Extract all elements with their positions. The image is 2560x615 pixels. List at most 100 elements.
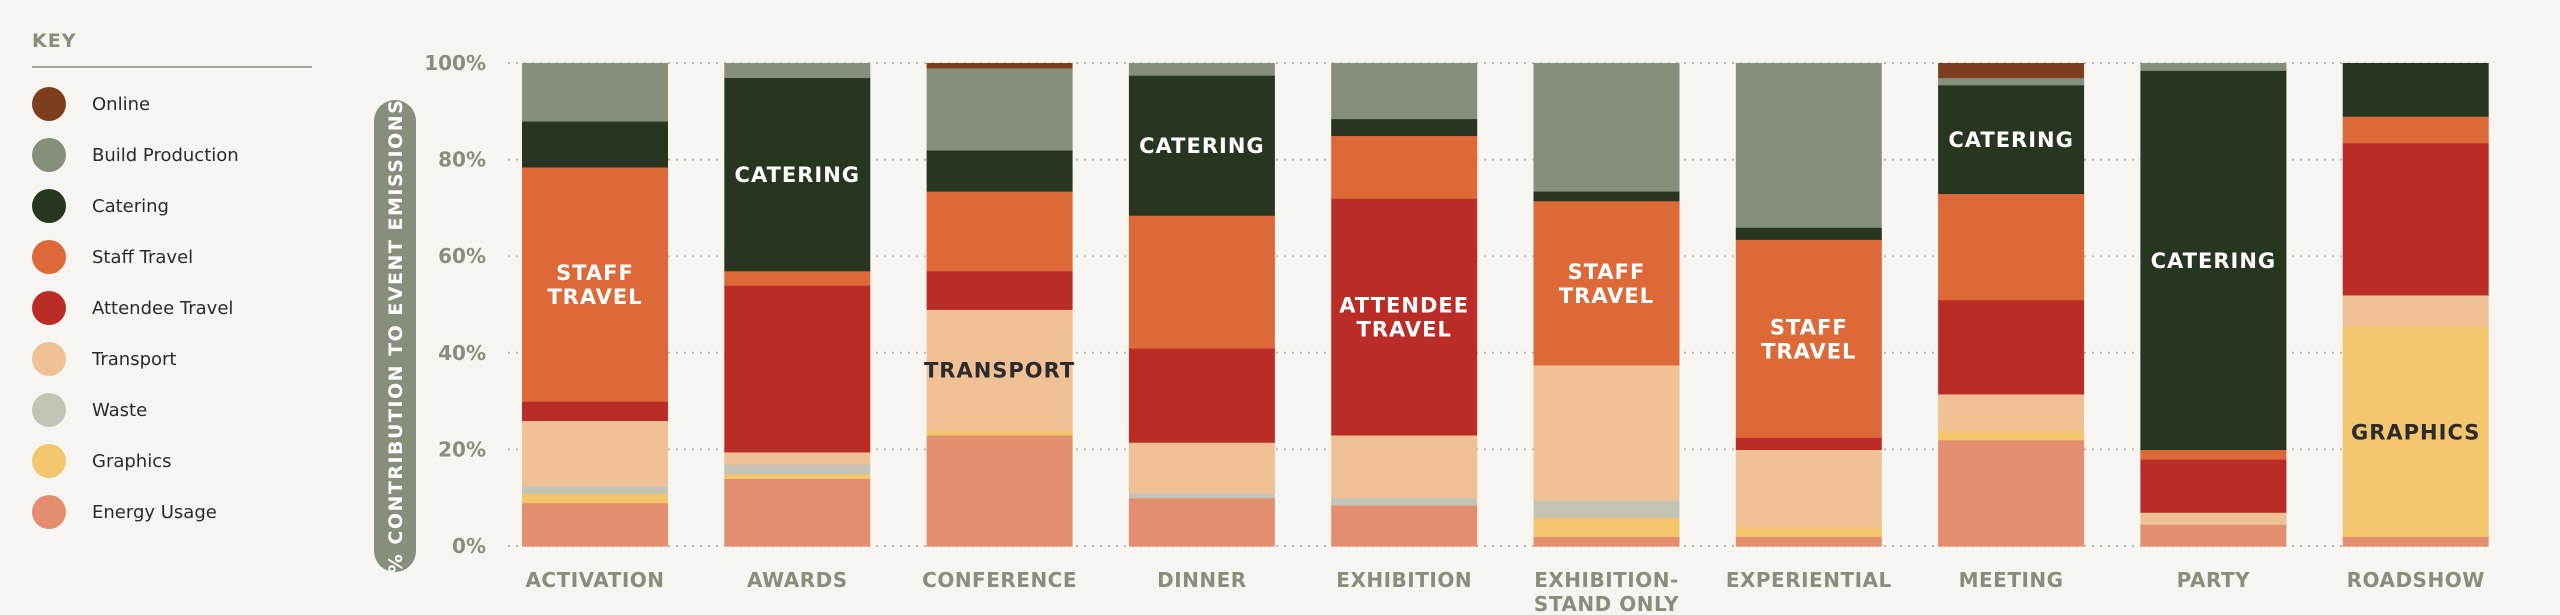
bar-segment bbox=[1533, 536, 1680, 547]
segment-label: CATERING bbox=[735, 163, 861, 187]
bar-segment bbox=[2140, 449, 2287, 460]
legend-swatch bbox=[32, 393, 66, 427]
x-tick-label: EXHIBITION bbox=[1336, 568, 1472, 592]
x-tick-label: STAND ONLY bbox=[1534, 592, 1679, 615]
bar-segment bbox=[1735, 449, 1882, 528]
segment-label: TRANSPORT bbox=[924, 359, 1075, 383]
legend-label: Online bbox=[92, 93, 151, 115]
x-tick-label: EXHIBITION- bbox=[1534, 568, 1679, 592]
segment-label: TRAVEL bbox=[1559, 284, 1654, 308]
bar-segment bbox=[724, 473, 871, 479]
legend-item: Energy Usage bbox=[32, 495, 217, 529]
segment-label: CATERING bbox=[2151, 249, 2277, 273]
y-tick-label: 80% bbox=[438, 148, 486, 172]
bar-segment bbox=[1331, 497, 1478, 506]
bar-segment bbox=[522, 63, 668, 122]
bar-segment bbox=[2140, 512, 2287, 525]
legend-label: Transport bbox=[92, 348, 177, 370]
segment-label: TRAVEL bbox=[1761, 339, 1856, 363]
x-tick-label: MEETING bbox=[1959, 568, 2064, 592]
bar-segment bbox=[1128, 63, 1275, 76]
y-axis-label-pill bbox=[374, 100, 416, 572]
legend-label: Waste bbox=[92, 399, 148, 421]
legend-label: Catering bbox=[92, 195, 169, 217]
x-tick-label: EXPERIENTIAL bbox=[1726, 568, 1892, 592]
legend-label: Energy Usage bbox=[92, 501, 217, 523]
legend-item: Transport bbox=[32, 342, 176, 376]
bar-segment bbox=[522, 492, 668, 504]
bar-segment bbox=[724, 463, 871, 475]
legend-item: Catering bbox=[32, 189, 169, 223]
legend-item: Graphics bbox=[32, 444, 172, 478]
bar-segment bbox=[1533, 364, 1680, 501]
x-tick-label: ROADSHOW bbox=[2347, 568, 2485, 592]
segment-label: STAFF bbox=[1770, 315, 1848, 339]
bar-segment bbox=[2140, 459, 2287, 513]
bar-segment bbox=[724, 270, 871, 286]
legend-item: Attendee Travel bbox=[32, 291, 233, 325]
segment-label: GRAPHICS bbox=[2351, 420, 2480, 444]
bar-segment bbox=[2140, 524, 2287, 547]
bar-segment bbox=[522, 120, 668, 168]
bar-segment bbox=[1533, 500, 1680, 518]
bar-segment bbox=[1533, 517, 1680, 537]
bar-segment bbox=[1128, 347, 1275, 443]
x-tick-label: ACTIVATION bbox=[525, 568, 664, 592]
x-tick-label: DINNER bbox=[1157, 568, 1247, 592]
legend-swatch bbox=[32, 240, 66, 274]
bar-segment bbox=[522, 166, 668, 402]
bar-segment bbox=[1533, 200, 1680, 366]
y-axis-label: % CONTRIBUTION TO EVENT EMISSIONS bbox=[385, 99, 407, 574]
bar-segment bbox=[926, 309, 1073, 431]
bar-segment bbox=[1938, 77, 2085, 86]
bar-segment bbox=[1128, 497, 1275, 547]
bar-segment bbox=[522, 401, 668, 422]
bar-segment bbox=[1938, 63, 2085, 79]
bar-segment bbox=[926, 434, 1073, 547]
segment-label: TRAVEL bbox=[547, 285, 642, 309]
y-tick-label: 60% bbox=[438, 244, 486, 268]
bar-segment bbox=[1938, 430, 2085, 441]
bar-segment bbox=[1331, 63, 1478, 120]
legend-label: Staff Travel bbox=[92, 246, 194, 268]
bar-segment bbox=[1533, 63, 1680, 192]
bar-segment bbox=[522, 502, 668, 547]
legend: KEY Online Build Production Catering Staff … bbox=[32, 30, 312, 529]
bar-segment bbox=[2342, 326, 2489, 537]
bar-segment bbox=[1128, 215, 1275, 349]
legend-swatch bbox=[32, 291, 66, 325]
bar-segment bbox=[522, 420, 668, 487]
bar-segment bbox=[926, 63, 1073, 69]
legend-swatch bbox=[32, 495, 66, 529]
bar-segment bbox=[1938, 193, 2085, 301]
bar-segment bbox=[1938, 299, 2085, 395]
y-tick-label: 20% bbox=[438, 437, 486, 461]
bar-segment bbox=[926, 149, 1073, 192]
bar-segment bbox=[926, 430, 1073, 436]
x-tick-label: CONFERENCE bbox=[922, 568, 1077, 592]
y-tick-label: 0% bbox=[452, 534, 486, 558]
bar-segment bbox=[724, 63, 871, 79]
legend-title: KEY bbox=[32, 30, 312, 68]
legend-item: Waste bbox=[32, 393, 147, 427]
bar-segment bbox=[2140, 70, 2287, 451]
bar-segment bbox=[2342, 116, 2489, 144]
bar-segment bbox=[1331, 118, 1478, 137]
bar-segment bbox=[926, 270, 1073, 310]
bar-segment bbox=[724, 285, 871, 453]
bar-segment bbox=[1938, 393, 2085, 431]
bar-segment bbox=[1128, 75, 1275, 216]
bar-segment bbox=[1735, 63, 1882, 228]
bar-segment bbox=[724, 451, 871, 465]
bar-segment bbox=[2342, 294, 2489, 327]
bar-segment bbox=[724, 478, 871, 547]
y-tick-label: 40% bbox=[438, 341, 486, 365]
legend-item: Online bbox=[32, 87, 150, 121]
bar-segment bbox=[1331, 135, 1478, 199]
y-tick-label: 100% bbox=[424, 51, 486, 75]
bar-segment bbox=[1938, 439, 2085, 547]
segment-label: ATTENDEE bbox=[1339, 294, 1469, 318]
bar-segment bbox=[1331, 434, 1478, 499]
bar-segment bbox=[2140, 63, 2287, 71]
legend-item: Staff Travel bbox=[32, 240, 193, 274]
